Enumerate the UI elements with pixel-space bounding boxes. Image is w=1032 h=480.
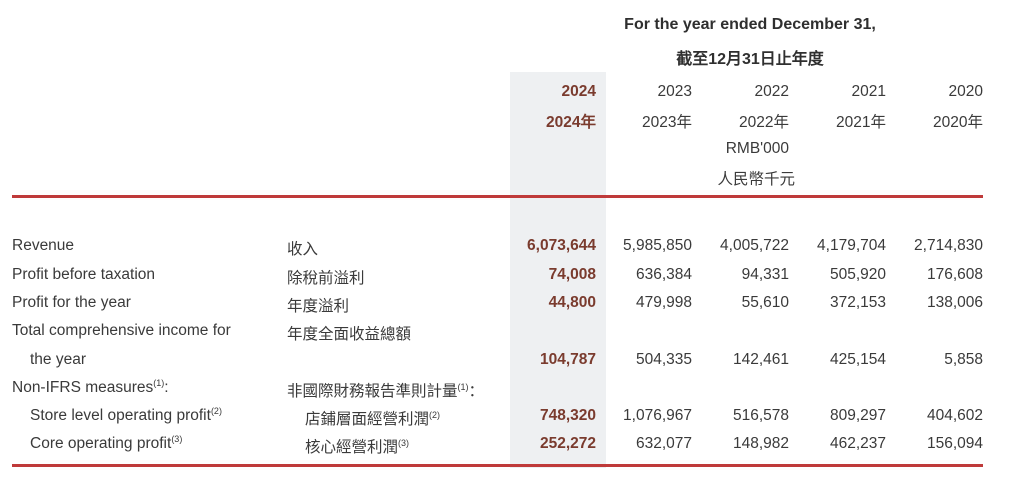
period-title-en: For the year ended December 31, xyxy=(624,16,876,33)
value-cell-2020: 5,858 xyxy=(944,351,983,368)
value-cell-2021: 372,153 xyxy=(829,294,886,311)
footer-divider xyxy=(12,464,983,467)
row-label-en: Non-IFRS measures(1): xyxy=(12,377,169,397)
value-cell-2024: 6,073,644 xyxy=(527,237,596,254)
row-label-zh: 非國際財務報告準則計量(1)： xyxy=(287,379,484,401)
value-cell-2023: 5,985,850 xyxy=(623,237,692,254)
row-label-zh-text: 核心經營利潤 xyxy=(305,439,399,456)
row-label-en-text: Non-IFRS measures xyxy=(12,379,154,396)
value-cell-2022: 516,578 xyxy=(732,407,789,424)
value-cell-2023: 504,335 xyxy=(635,351,692,368)
row-label-en: Core operating profit(3) xyxy=(30,433,183,453)
value-cell-2021: 809,297 xyxy=(829,407,886,424)
label-suffix: : xyxy=(164,379,169,396)
row-label-zh-text: 收入 xyxy=(287,241,319,258)
current-year-column-highlight xyxy=(510,72,606,468)
value-cell-2022: 142,461 xyxy=(732,351,789,368)
row-label-zh: 收入 xyxy=(287,237,318,259)
row-label-en: Total comprehensive income for xyxy=(12,322,231,340)
value-cell-2022: 4,005,722 xyxy=(720,237,789,254)
value-cell-2024: 252,272 xyxy=(539,435,596,452)
value-cell-2022: 148,982 xyxy=(732,435,789,452)
year-header-2020: 2020 xyxy=(948,83,983,100)
value-cell-2023: 636,384 xyxy=(635,266,692,283)
row-label-en: Revenue xyxy=(12,237,74,255)
row-label-zh-text: 非國際財務報告準則計量 xyxy=(287,383,458,400)
year-header-2024: 2024 xyxy=(561,83,596,100)
row-label-en: Store level operating profit(2) xyxy=(30,405,222,425)
row-label-zh: 年度全面收益總額 xyxy=(287,322,411,344)
unit-label-en: RMB'000 xyxy=(725,140,789,157)
row-label-en: Profit before taxation xyxy=(12,266,155,284)
footnote-marker: (2) xyxy=(429,409,441,420)
row-label-zh-text: 年度全面收益總額 xyxy=(287,326,412,343)
unit-label-zh: 人民幣千元 xyxy=(717,171,795,188)
value-cell-2021: 505,920 xyxy=(829,266,886,283)
year-header-2021: 2021 xyxy=(851,83,886,100)
period-title-zh: 截至12月31日止年度 xyxy=(676,51,824,68)
footnote-marker: (3) xyxy=(398,437,410,448)
row-label-en-text: Core operating profit xyxy=(30,435,172,452)
footnote-marker: (2) xyxy=(210,405,222,416)
value-cell-2023: 1,076,967 xyxy=(623,407,692,424)
row-label-zh-text: 店鋪層面經營利潤 xyxy=(305,411,430,428)
footnote-marker: (1) xyxy=(457,381,469,392)
header-divider xyxy=(12,195,983,198)
label-suffix: ： xyxy=(468,383,485,400)
year-header-2023: 2023 xyxy=(657,83,692,100)
row-label-en: the year xyxy=(30,351,86,369)
value-cell-2023: 479,998 xyxy=(635,294,692,311)
row-label-en-text: the year xyxy=(30,351,87,368)
value-cell-2020: 176,608 xyxy=(926,266,983,283)
value-cell-2022: 55,610 xyxy=(741,294,789,311)
value-cell-2024: 74,008 xyxy=(548,266,596,283)
value-cell-2020: 156,094 xyxy=(926,435,983,452)
year-header-2023-zh: 2023年 xyxy=(642,114,692,131)
year-header-2022-zh: 2022年 xyxy=(739,114,789,131)
value-cell-2022: 94,331 xyxy=(741,266,789,283)
row-label-zh-text: 除稅前溢利 xyxy=(287,270,365,287)
row-label-zh: 年度溢利 xyxy=(287,294,349,316)
row-label-zh: 核心經營利潤(3) xyxy=(305,435,409,457)
row-label-en: Profit for the year xyxy=(12,294,131,312)
value-cell-2021: 462,237 xyxy=(829,435,886,452)
row-label-zh: 除稅前溢利 xyxy=(287,266,365,288)
footnote-marker: (1) xyxy=(153,377,165,388)
row-label-en-text: Store level operating profit xyxy=(30,407,211,424)
value-cell-2020: 404,602 xyxy=(926,407,983,424)
value-cell-2020: 138,006 xyxy=(926,294,983,311)
row-label-zh-text: 年度溢利 xyxy=(287,298,350,315)
value-cell-2021: 4,179,704 xyxy=(817,237,886,254)
row-label-zh: 店鋪層面經營利潤(2) xyxy=(305,407,440,429)
row-label-en-text: Revenue xyxy=(12,237,75,254)
value-cell-2020: 2,714,830 xyxy=(914,237,983,254)
row-label-en-text: Total comprehensive income for xyxy=(12,322,231,339)
year-header-2022: 2022 xyxy=(754,83,789,100)
row-label-en-text: Profit before taxation xyxy=(12,266,156,283)
footnote-marker: (3) xyxy=(171,433,183,444)
value-cell-2023: 632,077 xyxy=(635,435,692,452)
value-cell-2021: 425,154 xyxy=(829,351,886,368)
year-header-2021-zh: 2021年 xyxy=(836,114,886,131)
year-header-2024-zh: 2024年 xyxy=(546,114,596,131)
value-cell-2024: 104,787 xyxy=(539,351,596,368)
value-cell-2024: 748,320 xyxy=(539,407,596,424)
row-label-en-text: Profit for the year xyxy=(12,294,131,311)
year-header-2020-zh: 2020年 xyxy=(933,114,983,131)
value-cell-2024: 44,800 xyxy=(548,294,596,311)
